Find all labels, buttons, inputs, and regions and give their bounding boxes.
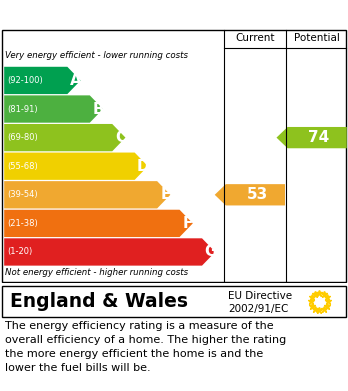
Text: (81-91): (81-91) [8,104,38,113]
Polygon shape [4,95,103,123]
Text: Current: Current [236,33,275,43]
Text: EU Directive: EU Directive [228,291,292,301]
Text: 74: 74 [308,130,330,145]
Text: (21-38): (21-38) [8,219,38,228]
Text: Very energy efficient - lower running costs: Very energy efficient - lower running co… [5,52,188,61]
Text: The energy efficiency rating is a measure of the
overall efficiency of a home. T: The energy efficiency rating is a measur… [5,321,286,373]
Polygon shape [276,127,347,148]
Polygon shape [4,210,193,237]
Text: G: G [205,244,217,260]
Polygon shape [4,239,215,265]
Text: (1-20): (1-20) [8,248,33,256]
Text: D: D [137,159,150,174]
Text: E: E [161,187,171,202]
Text: Not energy efficient - higher running costs: Not energy efficient - higher running co… [5,268,188,277]
Polygon shape [4,152,148,180]
Text: England & Wales: England & Wales [10,292,188,311]
Text: A: A [70,73,82,88]
Polygon shape [4,124,125,151]
Polygon shape [215,184,285,205]
Text: F: F [183,216,193,231]
Text: Energy Efficiency Rating: Energy Efficiency Rating [54,5,294,23]
Text: Potential: Potential [294,33,340,43]
Polygon shape [4,67,80,94]
Text: (39-54): (39-54) [8,190,38,199]
Text: C: C [116,130,126,145]
Polygon shape [4,181,170,208]
Text: 2002/91/EC: 2002/91/EC [228,304,288,314]
Text: 53: 53 [246,187,268,202]
Text: (69-80): (69-80) [8,133,38,142]
Text: (55-68): (55-68) [8,162,38,171]
Text: B: B [93,102,104,117]
Text: (92-100): (92-100) [8,76,44,85]
